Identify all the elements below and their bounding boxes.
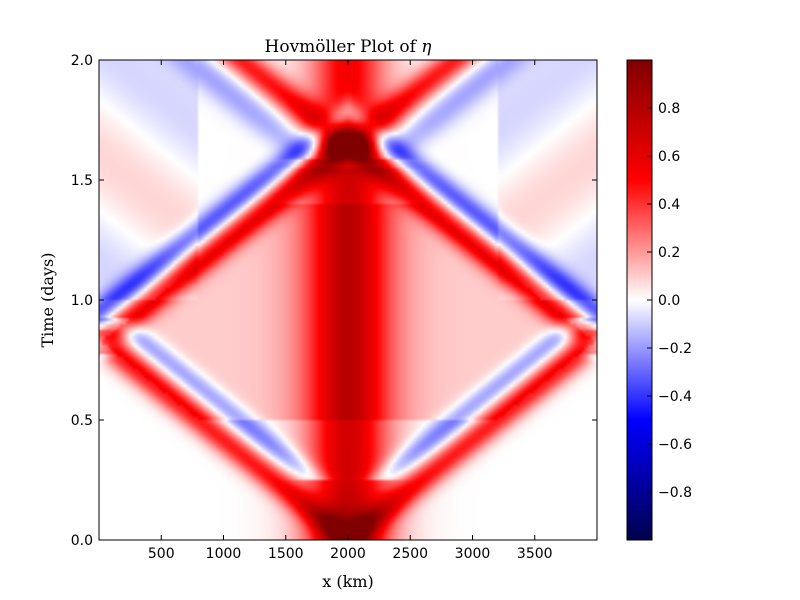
plot-area	[98, 59, 598, 541]
x-tick-label: 1500	[268, 546, 304, 562]
colorbar-tick-label: 0.0	[658, 293, 680, 309]
x-tick-label: 3000	[455, 546, 491, 562]
colorbar-tick-label: −0.6	[658, 437, 692, 453]
colorbar-tick-label: −0.2	[658, 341, 692, 357]
x-tick-label: 500	[148, 546, 175, 562]
y-tick-label: 1.5	[71, 173, 93, 189]
colorbar: −0.8 −0.6 −0.4 −0.2 0.0 0.2 0.4 0.6 0.8	[626, 59, 692, 541]
heatmap-image	[99, 60, 597, 540]
x-tick-label: 2000	[330, 546, 366, 562]
colorbar-ticks: −0.8 −0.6 −0.4 −0.2 0.0 0.2 0.4 0.6 0.8	[647, 101, 692, 501]
y-tick-label: 0.5	[71, 413, 93, 429]
y-axis-ticks: 0.0 0.5 1.0 1.5 2.0	[71, 53, 597, 549]
y-tick-label: 0.0	[71, 533, 93, 549]
x-axis-label: x (km)	[322, 572, 373, 591]
colorbar-tick-label: 0.4	[658, 197, 680, 213]
chart-title-symbol: η	[421, 37, 432, 57]
colorbar-tick-label: −0.8	[658, 485, 692, 501]
y-tick-label: 1.0	[71, 293, 93, 309]
colorbar-tick-label: 0.2	[658, 245, 680, 261]
y-axis-label: Time (days)	[38, 252, 57, 347]
x-tick-label: 3500	[517, 546, 553, 562]
x-tick-label: 1000	[206, 546, 242, 562]
x-tick-label: 2500	[392, 546, 428, 562]
colorbar-tick-label: 0.6	[658, 149, 680, 165]
chart-title-text: Hovmöller Plot of	[265, 37, 422, 57]
colorbar-tick-label: 0.8	[658, 101, 680, 117]
colorbar-tick-label: −0.4	[658, 389, 692, 405]
chart-title: Hovmöller Plot of η	[265, 37, 433, 57]
x-axis-ticks: 500 1000 1500 2000 2500 3000 3500	[148, 60, 553, 562]
y-tick-label: 2.0	[71, 53, 93, 69]
